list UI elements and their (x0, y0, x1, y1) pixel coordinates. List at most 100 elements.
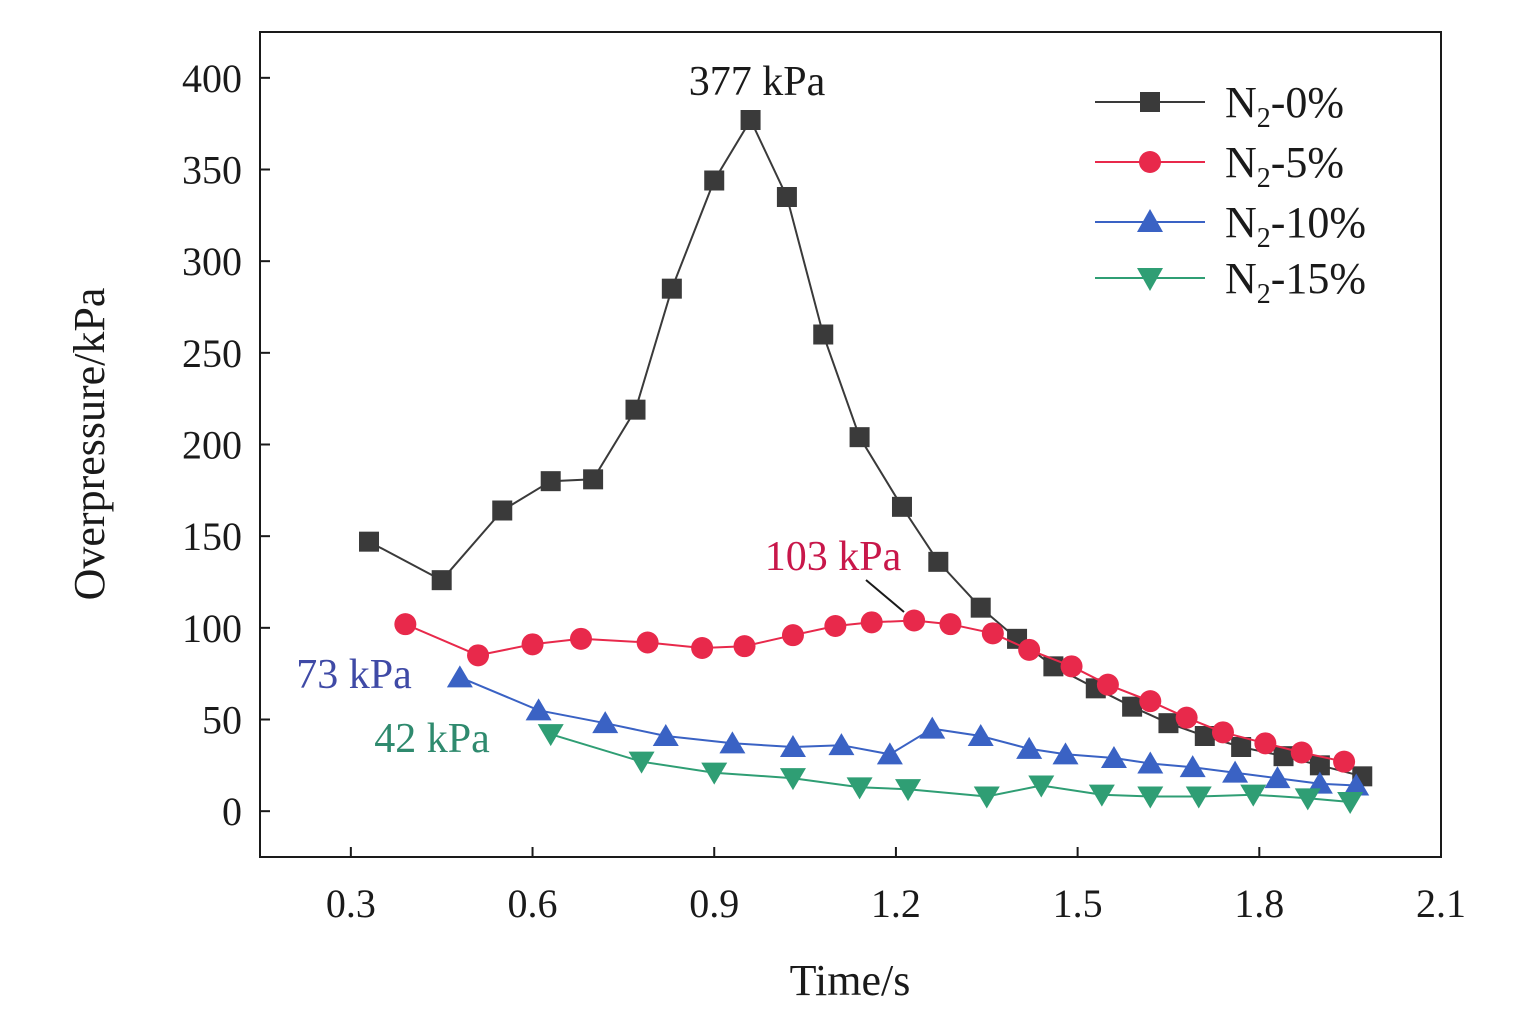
y-tick-label: 100 (182, 606, 242, 651)
legend-item-n2-15: N2-15% (1095, 254, 1366, 310)
data-point (431, 570, 452, 591)
data-point (701, 762, 728, 785)
data-point (891, 496, 912, 517)
data-point (876, 742, 903, 765)
legend-marker-triangle-up (1137, 209, 1163, 232)
series-n2-0- (359, 110, 1373, 787)
y-tick-label: 250 (182, 331, 242, 376)
data-point (981, 622, 1004, 645)
data-point (776, 187, 797, 207)
data-point (652, 724, 679, 746)
data-point (1306, 771, 1333, 794)
data-point (592, 711, 619, 734)
legend-marker-square (1140, 92, 1160, 112)
x-tick-label: 0.3 (326, 881, 376, 926)
y-tick-label: 400 (182, 56, 242, 101)
legend-item-n2-5: N2-5% (1095, 138, 1344, 194)
data-point (1273, 746, 1294, 767)
data-point (733, 635, 756, 658)
data-point (1016, 736, 1043, 759)
data-point (779, 735, 806, 757)
data-point (583, 469, 604, 490)
data-point (569, 627, 592, 650)
annotation-leader-n2-5 (865, 579, 905, 613)
data-point (779, 768, 806, 791)
y-tick-label: 300 (182, 239, 242, 284)
data-point (967, 724, 994, 746)
y-tick-label: 0 (222, 789, 242, 834)
data-point (492, 500, 513, 521)
data-point (359, 531, 380, 552)
data-point (1179, 755, 1206, 778)
data-point (1137, 751, 1164, 774)
y-tick-label: 150 (182, 514, 242, 559)
data-point (446, 665, 473, 688)
annotation-peak-n2-15: 42 kPa (374, 716, 490, 762)
data-point (970, 597, 991, 618)
y-tick-label: 350 (182, 148, 242, 193)
data-point (1240, 784, 1267, 807)
data-point (540, 471, 561, 492)
annotation-peak-n2-0: 377 kPa (689, 59, 826, 105)
data-point (1060, 655, 1083, 678)
data-point (860, 611, 883, 634)
data-point (1122, 696, 1143, 717)
data-point (1052, 742, 1079, 765)
series-n2-5- (394, 609, 1356, 773)
data-point (625, 399, 646, 420)
data-point (537, 724, 564, 747)
legend-marker-circle (1139, 151, 1161, 173)
data-point (1088, 784, 1115, 807)
data-point (661, 278, 682, 299)
data-point (919, 716, 946, 739)
x-tick-label: 1.2 (871, 881, 921, 926)
data-point (849, 427, 870, 448)
data-point (1028, 775, 1055, 798)
data-point (973, 786, 1000, 809)
x-tick-label: 2.1 (1416, 881, 1466, 926)
data-point (1175, 706, 1198, 729)
data-point (1194, 726, 1215, 746)
data-point (636, 631, 659, 654)
data-point (1211, 721, 1234, 744)
x-tick-label: 0.6 (508, 881, 558, 926)
data-point (1290, 741, 1313, 764)
data-point (1158, 713, 1179, 734)
x-tick-label: 1.5 (1053, 881, 1103, 926)
legend: N2-0% N2-5% N2-10% N2-15% (1095, 78, 1366, 310)
data-point (895, 779, 922, 802)
data-point (1096, 673, 1119, 696)
data-point (1337, 792, 1364, 814)
x-tick-label: 0.9 (689, 881, 739, 926)
data-point (928, 551, 949, 572)
legend-item-n2-0: N2-0% (1095, 78, 1344, 134)
x-axis: 0.3 0.6 0.9 1.2 1.5 1.8 2.1 (326, 847, 1466, 926)
legend-marker-triangle-down (1137, 268, 1163, 291)
data-point (1018, 638, 1041, 661)
data-point (521, 633, 544, 656)
legend-label-n2-5: N2-5% (1225, 138, 1344, 194)
data-point (628, 751, 655, 774)
data-point (781, 624, 804, 647)
legend-label-n2-15: N2-15% (1225, 254, 1366, 310)
y-axis: 0 50 100 150 200 250 300 350 400 (182, 56, 270, 834)
data-point (719, 731, 746, 754)
y-axis-title: Overpressure/kPa (65, 288, 114, 601)
y-tick-label: 200 (182, 423, 242, 468)
data-point (1343, 773, 1370, 796)
x-axis-title: Time/s (790, 956, 911, 1005)
data-point (1333, 750, 1356, 773)
data-point (1254, 732, 1277, 755)
data-point (1139, 690, 1162, 713)
data-point (467, 644, 490, 667)
data-point (1100, 746, 1127, 768)
data-point (903, 609, 926, 632)
data-point (1264, 766, 1291, 789)
annotation-peak-n2-10: 73 kPa (296, 652, 412, 698)
data-point (1185, 786, 1212, 809)
series-line (550, 733, 1351, 803)
data-point (939, 613, 962, 636)
y-tick-label: 50 (202, 698, 242, 743)
data-point (1294, 788, 1321, 811)
data-point (691, 637, 714, 659)
